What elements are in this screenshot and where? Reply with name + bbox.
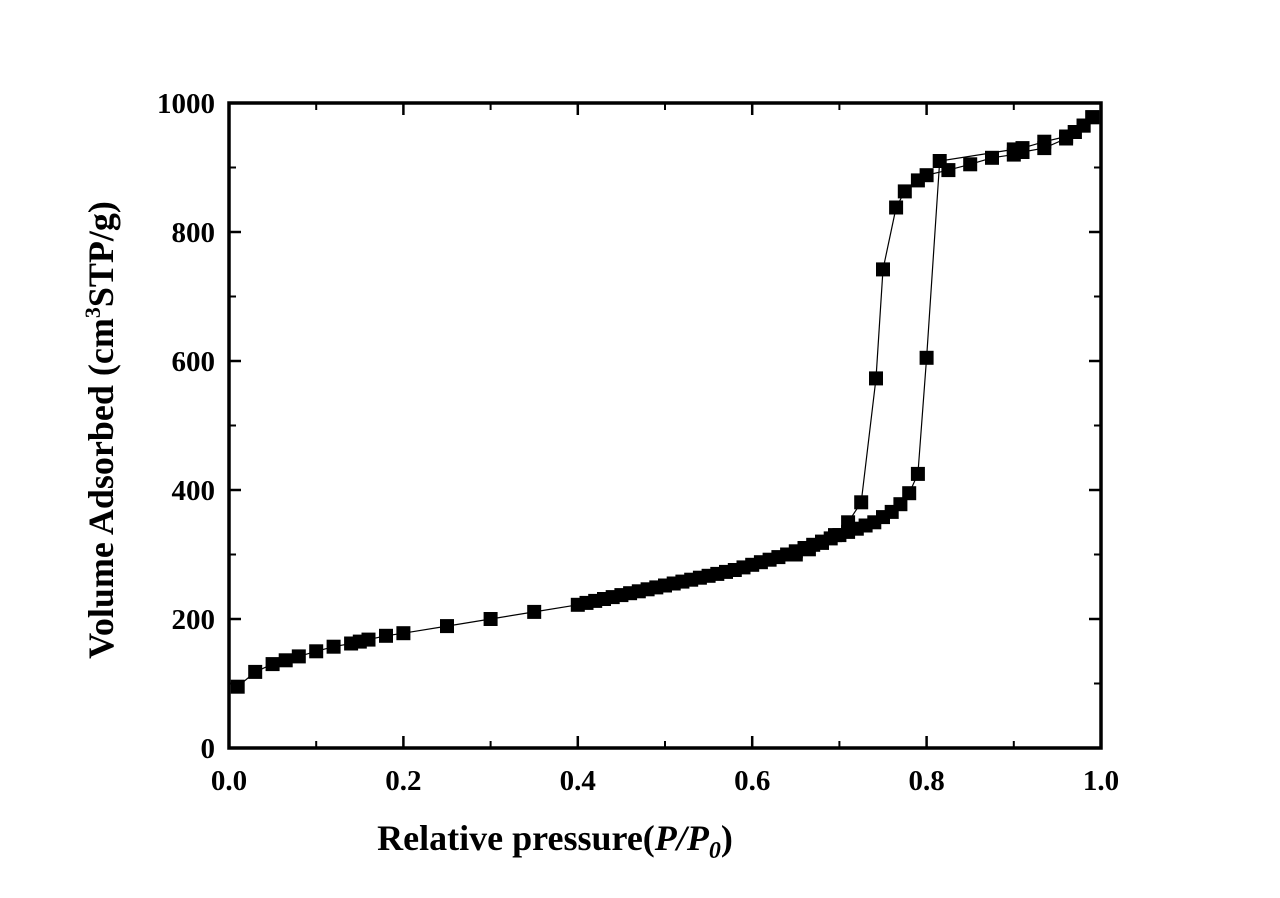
adsorption-point: [910, 466, 925, 481]
desorption-point: [985, 150, 999, 165]
adsorption-point: [230, 679, 245, 694]
x-tick-label: 0.6: [734, 765, 770, 797]
adsorption-point: [265, 657, 280, 672]
x-tick-label: 0.0: [211, 765, 247, 797]
adsorption-point: [361, 632, 376, 647]
x-tick-label: 1.0: [1083, 765, 1119, 797]
desorption-point: [889, 200, 904, 215]
y-tick-label: 400: [172, 475, 216, 507]
adsorption-point: [893, 497, 908, 512]
desorption-point: [1059, 131, 1074, 146]
plot-frame: [227, 101, 1103, 750]
adsorption-point: [309, 644, 324, 659]
desorption-point: [910, 173, 925, 188]
desorption-point: [801, 542, 816, 557]
desorption-point: [815, 535, 829, 550]
adsorption-point: [527, 604, 542, 619]
y-tick-label: 0: [201, 733, 216, 765]
adsorption-point: [248, 664, 263, 679]
x-axis-title: Relative pressure(P/P0): [377, 818, 733, 864]
series-markers: [230, 110, 1100, 694]
x-tick-label: 0.4: [560, 765, 596, 797]
desorption-point: [897, 184, 912, 199]
axis-tick-labels: 0.0 0.2 0.4 0.6 0.8 1.0 0 200 400 600 800 1000: [157, 88, 1119, 797]
desorption-point: [1006, 147, 1021, 162]
y-tick-label: 1000: [157, 88, 215, 120]
x-tick-label: 0.8: [908, 765, 944, 797]
y-tick-label: 200: [172, 604, 216, 636]
desorption-point: [1037, 141, 1052, 156]
y-axis-title: Volume Adsorbed (cm3STP/g): [80, 201, 121, 659]
adsorption-line: [237, 116, 1093, 688]
y-tick-label: 800: [172, 217, 216, 249]
axis-ticks: [227, 101, 1103, 750]
desorption-point: [788, 547, 803, 562]
adsorption-point: [278, 653, 293, 668]
desorption-point: [941, 163, 956, 178]
adsorption-point: [291, 649, 306, 664]
adsorption-point: [483, 612, 498, 626]
y-tick-label: 600: [172, 346, 216, 378]
adsorption-point: [440, 619, 454, 634]
desorption-point: [869, 371, 883, 386]
desorption-point: [854, 495, 869, 510]
desorption-line: [795, 116, 1093, 556]
adsorption-point: [326, 639, 341, 654]
desorption-point: [828, 528, 842, 543]
desorption-point: [841, 515, 856, 530]
desorption-point: [963, 157, 978, 172]
adsorption-point: [396, 626, 411, 641]
adsorption-point: [919, 350, 934, 365]
series-lines: [237, 116, 1093, 688]
x-tick-label: 0.2: [385, 765, 421, 797]
adsorption-point: [379, 628, 393, 643]
desorption-point: [876, 262, 890, 277]
adsorption-point: [902, 486, 917, 501]
